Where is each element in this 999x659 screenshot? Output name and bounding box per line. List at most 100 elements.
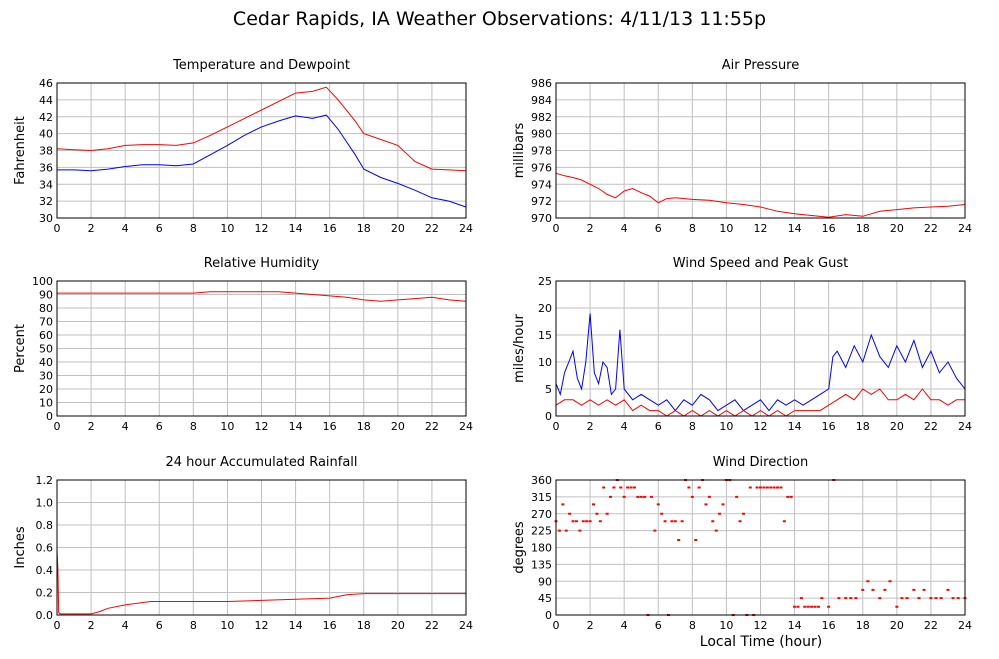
data-point <box>735 495 739 498</box>
y-tick-label: 976 <box>531 161 552 174</box>
data-point <box>581 520 585 523</box>
y-tick-label: 0.6 <box>36 542 54 555</box>
data-point <box>888 580 892 583</box>
x-tick-label: 0 <box>553 420 560 433</box>
x-tick-label: 12 <box>754 420 768 433</box>
x-tick-label: 16 <box>323 222 337 235</box>
series-line-1 <box>555 172 966 218</box>
data-point <box>622 495 626 498</box>
x-tick-label: 24 <box>958 222 972 235</box>
data-point <box>827 605 831 608</box>
x-tick-label: 2 <box>587 222 594 235</box>
data-point <box>895 605 899 608</box>
data-point <box>690 495 694 498</box>
y-tick-label: 50 <box>39 343 53 356</box>
x-tick-label: 6 <box>655 222 662 235</box>
y-tick-label: 986 <box>531 77 552 90</box>
y-tick-label: 315 <box>531 491 552 504</box>
x-tick-label: 12 <box>754 222 768 235</box>
x-tick-label: 6 <box>655 420 662 433</box>
data-point <box>939 597 943 600</box>
data-point <box>660 512 664 515</box>
y-tick-label: 30 <box>39 212 53 225</box>
series-line-2 <box>57 114 467 208</box>
x-tick-label: 6 <box>156 222 163 235</box>
series-line-1 <box>555 313 966 412</box>
y-tick-label: 46 <box>39 77 53 90</box>
data-point <box>707 495 711 498</box>
data-point <box>571 520 575 523</box>
data-point <box>786 495 790 498</box>
data-point <box>854 597 858 600</box>
x-tick-label: 8 <box>190 420 197 433</box>
series-line-1 <box>56 549 466 615</box>
data-point <box>656 503 660 506</box>
x-tick-label: 20 <box>890 619 904 632</box>
data-point <box>883 588 887 591</box>
x-tick-label: 6 <box>655 619 662 632</box>
data-point <box>711 520 715 523</box>
panel-title: Air Pressure <box>722 58 800 73</box>
data-point <box>595 512 599 515</box>
x-tick-label: 4 <box>122 222 129 235</box>
x-tick-label: 22 <box>924 420 938 433</box>
data-point <box>816 605 820 608</box>
plot-frame <box>555 280 966 417</box>
y-tick-label: 80 <box>39 302 53 315</box>
y-tick-label: 90 <box>538 575 552 588</box>
x-tick-label: 10 <box>719 222 733 235</box>
y-tick-label: 42 <box>39 111 53 124</box>
data-point <box>765 486 769 489</box>
data-point <box>803 605 807 608</box>
y-tick-label: 0.8 <box>36 519 54 532</box>
x-tick-label: 2 <box>587 619 594 632</box>
y-tick-label: 978 <box>531 145 552 158</box>
chart-rain: 0 2 4 6 8 10 12 14 16 18 20 22 240.00.20.40.60.81.01… <box>13 455 473 632</box>
y-tick-label: 100 <box>32 275 53 288</box>
x-tick-label: 18 <box>357 420 371 433</box>
x-tick-label: 20 <box>391 619 405 632</box>
y-tick-label: 5 <box>545 383 552 396</box>
series-line-1 <box>57 291 467 302</box>
data-point <box>912 588 916 591</box>
x-tick-label: 20 <box>890 420 904 433</box>
data-point <box>776 486 780 489</box>
y-tick-label: 0.2 <box>36 587 54 600</box>
x-tick-label: 10 <box>719 420 733 433</box>
data-point <box>557 529 561 532</box>
x-axis-label: Local Time (hour) <box>699 634 823 650</box>
series-line-1 <box>56 86 467 172</box>
data-point <box>810 605 814 608</box>
data-point <box>820 597 824 600</box>
x-tick-label: 22 <box>924 222 938 235</box>
plot-frame <box>56 479 467 616</box>
data-point <box>591 503 595 506</box>
panel-title: Temperature and Dewpoint <box>172 58 350 73</box>
x-tick-label: 2 <box>88 619 95 632</box>
y-axis-label: degrees <box>512 521 527 574</box>
y-tick-label: 982 <box>531 111 552 124</box>
x-tick-label: 14 <box>788 222 802 235</box>
panel-title: Wind Speed and Peak Gust <box>673 256 848 271</box>
x-tick-label: 8 <box>190 619 197 632</box>
y-tick-label: 25 <box>538 275 552 288</box>
data-point <box>629 486 633 489</box>
data-point <box>561 503 565 506</box>
data-point <box>643 495 647 498</box>
x-tick-label: 8 <box>689 222 696 235</box>
data-point <box>612 486 616 489</box>
series-line-2 <box>555 388 965 417</box>
data-point <box>917 597 921 600</box>
y-tick-label: 1.2 <box>36 474 54 487</box>
data-point <box>922 588 926 591</box>
y-tick-label: 40 <box>39 128 53 141</box>
y-tick-label: 360 <box>531 474 552 487</box>
y-tick-label: 10 <box>39 397 53 410</box>
x-tick-label: 24 <box>459 619 473 632</box>
y-tick-label: 10 <box>538 356 552 369</box>
x-tick-label: 20 <box>391 222 405 235</box>
data-point <box>738 520 742 523</box>
y-tick-label: 32 <box>39 195 53 208</box>
plot-frame <box>56 280 467 417</box>
